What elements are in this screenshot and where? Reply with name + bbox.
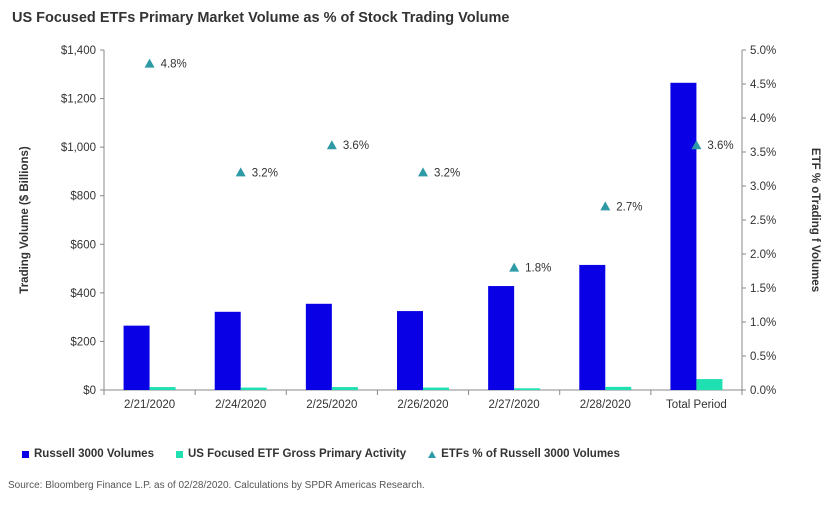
y2-tick-label: 1.0% <box>750 317 776 329</box>
bar-etf-primary <box>423 387 449 390</box>
marker-etf-pct <box>144 58 155 68</box>
y2-tick-label: 2.5% <box>750 215 776 227</box>
legend-label-etf: US Focused ETF Gross Primary Activity <box>187 448 407 460</box>
y2-tick-label: 2.0% <box>750 249 776 261</box>
y2-tick-label: 3.5% <box>750 147 776 159</box>
y-tick-label: $600 <box>70 239 96 251</box>
y2-tick-label: 4.0% <box>750 113 776 125</box>
bar-russell-3000 <box>123 325 150 390</box>
y-tick-label: $800 <box>70 191 96 203</box>
marker-etf-pct <box>691 140 702 150</box>
y-tick-label: $1,000 <box>61 142 96 154</box>
marker-etf-pct <box>600 201 611 211</box>
legend-item-etf: US Focused ETF Gross Primary Activity <box>175 448 407 460</box>
legend-swatch-etf <box>175 450 183 458</box>
bar-russell-3000 <box>579 264 606 390</box>
y-axis-title: Trading Volume ($ Billions) <box>19 146 31 294</box>
y-tick-label: $400 <box>70 288 96 300</box>
marker-etf-pct <box>509 262 520 272</box>
data-label-etf-pct: 3.2% <box>434 167 460 179</box>
data-label-etf-pct: 3.6% <box>707 140 733 152</box>
y2-tick-label: 5.0% <box>750 45 776 57</box>
y-tick-label: $1,400 <box>61 45 96 57</box>
marker-etf-pct <box>235 167 246 177</box>
chart-svg: $0 $200 $400 $600 $800 $1,000 $1,200 $1,400 0.0%… <box>19 45 821 411</box>
data-label-etf-pct: 4.8% <box>161 59 187 71</box>
source-note: Source: Bloomberg Finance L.P. as of 02/… <box>8 480 425 491</box>
y-tick-label: $1,200 <box>61 94 96 106</box>
legend-label-russell: Russell 3000 Volumes <box>34 448 154 460</box>
x-tick-label: 2/26/2020 <box>397 399 448 411</box>
legend-triangle-icon <box>428 450 437 458</box>
x-tick-label: 2/21/2020 <box>124 399 175 411</box>
bar-etf-primary <box>240 387 267 390</box>
y2-axis-title: ETF % oTrading f Volumes <box>809 148 821 292</box>
y2-tick-label: 1.5% <box>750 283 776 295</box>
bar-russell-3000 <box>214 311 241 390</box>
bar-russell-3000 <box>397 311 423 390</box>
legend-item-russell: Russell 3000 Volumes <box>22 448 154 460</box>
data-label-etf-pct: 1.8% <box>525 263 551 275</box>
marker-etf-pct <box>418 167 428 177</box>
x-tick-label: Total Period <box>666 399 727 411</box>
x-tick-label: 2/25/2020 <box>306 399 357 411</box>
y2-tick-label: 0.5% <box>750 351 776 363</box>
y-tick-label: $0 <box>83 385 96 397</box>
data-label-etf-pct: 3.6% <box>343 140 369 152</box>
legend-swatch-russell <box>22 450 29 458</box>
marker-etf-pct <box>326 140 337 150</box>
bar-etf-primary <box>331 387 358 390</box>
legend-item-pct: ETFs % of Russell 3000 Volumes <box>428 448 620 460</box>
bar-etf-primary <box>514 388 541 390</box>
bar-russell-3000 <box>488 286 515 390</box>
y2-tick-label: 4.5% <box>750 79 776 91</box>
data-label-etf-pct: 3.2% <box>252 167 278 179</box>
y-tick-label: $200 <box>70 336 96 348</box>
bar-etf-primary <box>149 387 176 390</box>
chart-title: US Focused ETFs Primary Market Volume as… <box>12 10 510 26</box>
bar-russell-3000 <box>305 303 332 390</box>
bar-etf-primary <box>605 386 632 390</box>
y2-tick-label: 3.0% <box>750 181 776 193</box>
y2-tick-label: 0.0% <box>750 385 776 397</box>
bar-etf-primary <box>696 379 723 390</box>
x-tick-label: 2/24/2020 <box>215 399 266 411</box>
bar-russell-3000 <box>670 82 697 391</box>
legend-label-pct: ETFs % of Russell 3000 Volumes <box>441 448 620 460</box>
legend: Russell 3000 Volumes US Focused ETF Gros… <box>22 448 642 460</box>
data-label-etf-pct: 2.7% <box>616 201 642 213</box>
x-tick-label: 2/28/2020 <box>580 399 631 411</box>
x-tick-label: 2/27/2020 <box>489 399 540 411</box>
